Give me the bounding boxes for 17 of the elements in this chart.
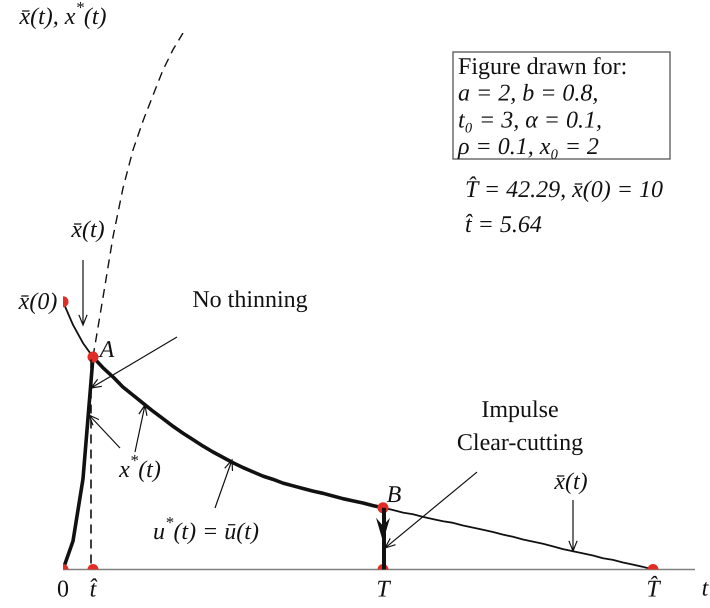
annotation: u$^{*}$(t) = ū(t) (153, 513, 259, 545)
annotation: No thinning (192, 287, 308, 313)
annotation: x̄(0) (18, 288, 58, 315)
annotation: T̂ = 42.29, x̄(0) = 10 (465, 176, 663, 203)
x-tick-label: T̂ (646, 576, 662, 602)
annotation: B (386, 482, 402, 508)
annotation: A (98, 337, 115, 364)
annotation: Figure drawn for: a = 2, b = 0.8, t₀ = 3, α = 0.1, ρ = 0.1, x₀ = 2 (457, 54, 628, 160)
x-tick-label: 0 (57, 576, 69, 602)
annotation: x̄(t) (70, 217, 105, 243)
x-tick-label: T (376, 576, 392, 602)
x-tick-label: t̂ (90, 576, 98, 602)
x-axis-title: t (702, 576, 710, 602)
y-axis-title: x̄(t), x$^{*}$(t) (18, 0, 107, 30)
annotation: t̂ = 5.64 (465, 212, 542, 238)
annotation: x$^{*}$(t) (118, 451, 161, 483)
annotation: x̄(t) (553, 469, 588, 495)
